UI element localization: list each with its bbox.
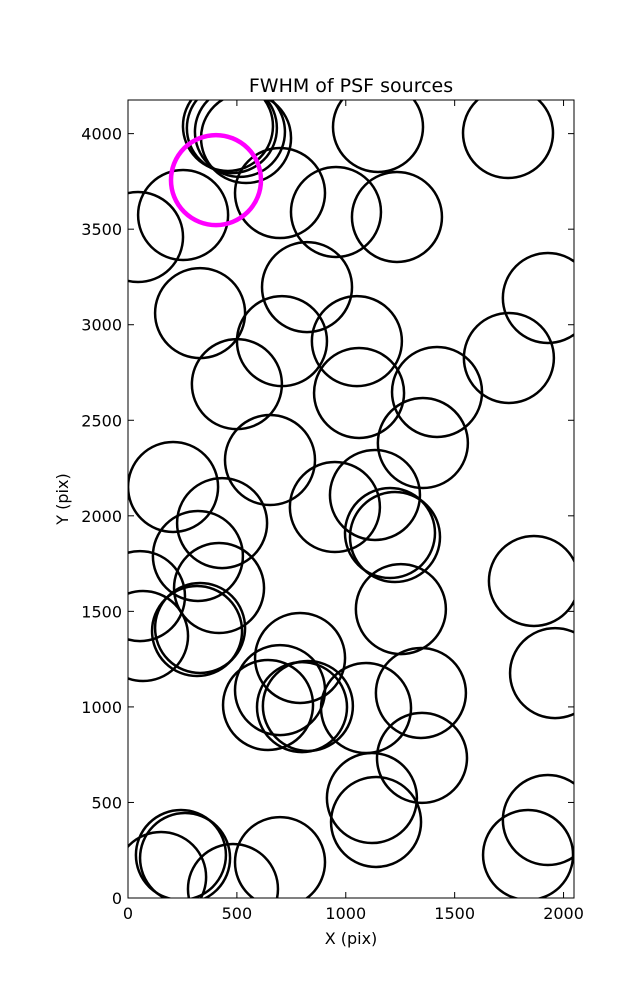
y-tick-label: 2500 [81, 411, 122, 430]
psf-source [289, 165, 383, 259]
psf-source [261, 659, 355, 753]
y-tick-label: 3500 [81, 220, 122, 239]
psf-source [481, 808, 574, 898]
y-tick-label: 500 [91, 793, 122, 812]
x-axis-label: X (pix) [325, 929, 378, 948]
psf-source [260, 240, 354, 334]
psf-source [185, 100, 279, 175]
psf-source [375, 711, 469, 805]
psf-source [128, 589, 190, 683]
psf-source [329, 775, 423, 869]
y-tick-label: 4000 [81, 125, 122, 144]
psf-source [376, 396, 470, 490]
psf-source [501, 251, 574, 345]
y-tick-label: 1500 [81, 602, 122, 621]
psf-source [312, 346, 406, 440]
x-tick-label: 1000 [325, 904, 366, 923]
psf-source [310, 294, 404, 388]
psf-source [136, 168, 230, 262]
psf-source [233, 146, 327, 240]
psf-source [181, 100, 275, 173]
psf-source [354, 562, 448, 656]
y-tick-label: 1000 [81, 698, 122, 717]
psf-source [487, 534, 574, 628]
x-tick-label: 2000 [543, 904, 584, 923]
psf-source [172, 541, 266, 635]
psf-source [461, 100, 555, 180]
psf-source [138, 811, 232, 898]
psf-source [331, 100, 425, 174]
y-tick-label: 3000 [81, 316, 122, 335]
psf-source [325, 751, 419, 845]
psf-source [343, 486, 437, 580]
psf-source [253, 611, 347, 705]
psf-source [374, 646, 468, 740]
y-tick-label: 0 [112, 889, 122, 908]
psf-source [128, 190, 185, 284]
chart-title: FWHM of PSF sources [249, 75, 453, 97]
psf-source [233, 815, 327, 898]
psf-source [134, 808, 228, 898]
psf-source [350, 170, 444, 264]
psf-source [288, 460, 382, 554]
psf-source [128, 830, 208, 898]
psf-source [175, 476, 269, 570]
psf-source [186, 842, 280, 898]
psf-source [508, 626, 574, 720]
psf-source [390, 345, 484, 439]
psf-source [221, 658, 315, 752]
psf-source [150, 584, 244, 678]
psf-source [328, 448, 422, 542]
psf-source [168, 132, 264, 228]
psf-source [348, 490, 442, 584]
plot-marks [128, 100, 574, 898]
psf-source [128, 549, 187, 643]
psf-source [151, 509, 245, 603]
y-axis-label: Y (pix) [53, 473, 72, 525]
plot-frame [127, 99, 575, 899]
psf-source [153, 581, 247, 675]
psf-source [223, 413, 317, 507]
psf-source [193, 100, 287, 179]
x-tick-label: 500 [222, 904, 253, 923]
x-tick-label: 0 [123, 904, 133, 923]
x-tick-label: 1500 [434, 904, 475, 923]
psf-source [462, 311, 556, 405]
psf-source [501, 773, 574, 867]
y-tick-label: 2000 [81, 507, 122, 526]
